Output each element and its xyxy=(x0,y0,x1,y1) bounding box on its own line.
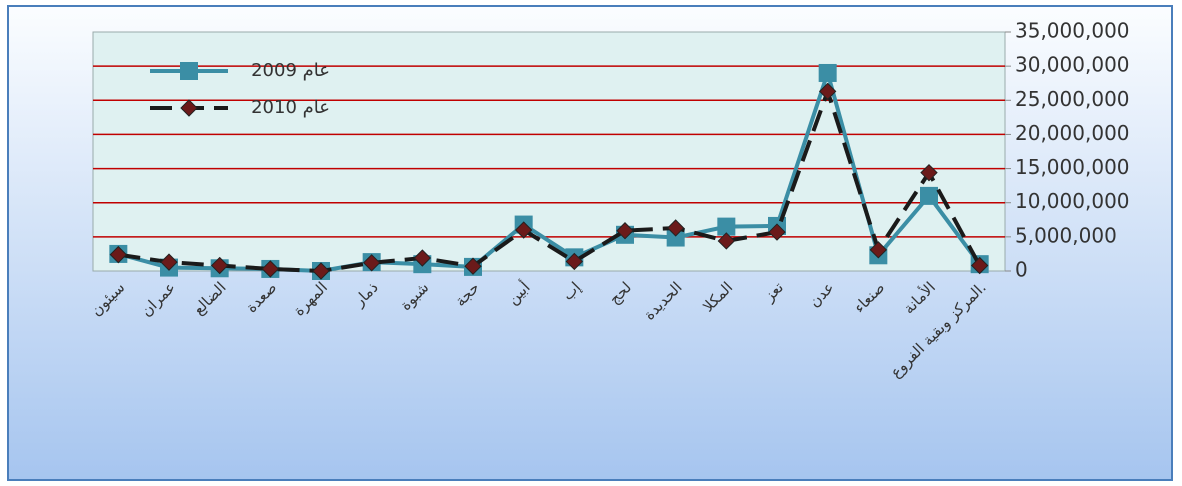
y-tick-label: 35,000,000 xyxy=(1015,19,1130,43)
legend-label: عام 2009 xyxy=(251,60,330,81)
y-tick-label: 0 xyxy=(1015,258,1028,282)
legend-marker xyxy=(180,62,198,80)
legend-marker xyxy=(180,99,198,117)
data-point xyxy=(818,63,837,82)
data-point xyxy=(362,254,381,272)
data-point xyxy=(616,222,634,240)
data-point xyxy=(413,249,432,267)
data-point xyxy=(261,260,280,278)
data-point xyxy=(666,219,685,237)
data-point xyxy=(666,228,685,247)
data-point xyxy=(160,253,178,271)
data-point xyxy=(464,257,482,275)
data-point xyxy=(920,163,938,182)
data-point xyxy=(970,256,989,275)
y-tick-label: 30,000,000 xyxy=(1015,53,1130,77)
data-point xyxy=(514,221,533,239)
data-point xyxy=(109,245,128,264)
y-tick-label: 10,000,000 xyxy=(1015,189,1130,213)
data-point xyxy=(920,186,938,205)
plot-area xyxy=(92,31,1006,272)
series-line xyxy=(118,85,982,274)
data-point xyxy=(768,223,786,241)
data-point xyxy=(312,262,330,280)
data-point xyxy=(565,252,584,271)
y-tick-label: 20,000,000 xyxy=(1015,121,1130,145)
data-point xyxy=(717,217,736,236)
y-tick-label: 25,000,000 xyxy=(1015,87,1130,111)
y-tick-label: 5,000,000 xyxy=(1015,223,1117,247)
data-point xyxy=(818,82,837,101)
data-point xyxy=(717,232,736,250)
data-point xyxy=(210,256,229,275)
y-tick-label: 15,000,000 xyxy=(1015,155,1130,179)
data-point xyxy=(869,241,888,259)
legend-label: عام 2010 xyxy=(251,97,330,118)
